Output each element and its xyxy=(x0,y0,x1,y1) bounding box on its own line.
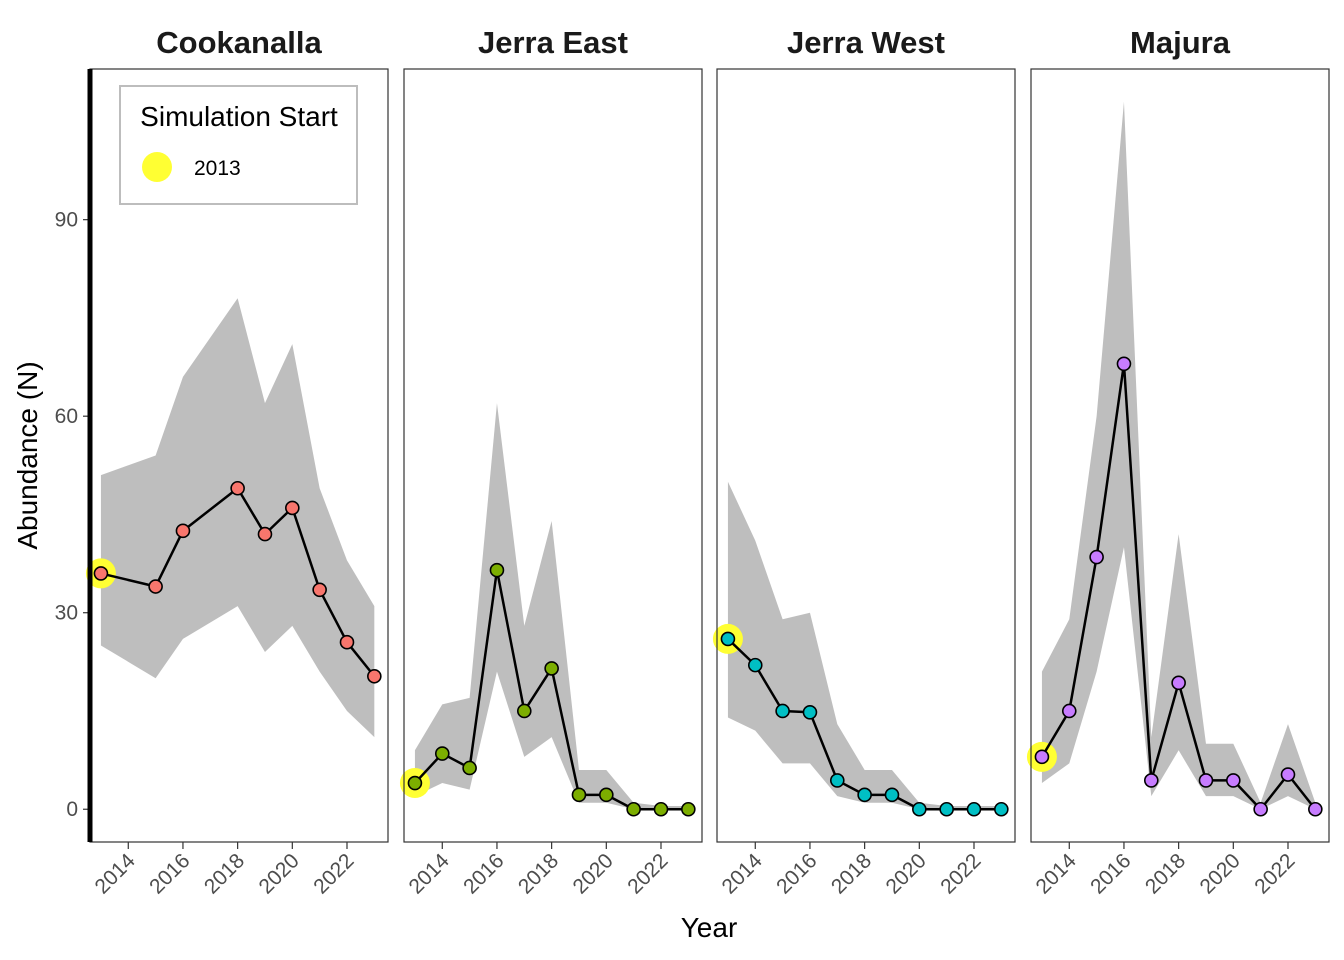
x-axis-title: Year xyxy=(681,912,738,943)
panel-title: Cookanalla xyxy=(156,25,322,60)
x-tick-label: 2014 xyxy=(91,849,141,899)
x-tick-label: 2022 xyxy=(309,849,358,898)
y-tick-label: 90 xyxy=(55,209,78,232)
y-tick-label: 0 xyxy=(66,798,78,821)
x-tick-label: 2018 xyxy=(514,849,563,898)
data-point xyxy=(544,661,559,676)
panel-border xyxy=(716,68,1016,843)
data-point xyxy=(1253,801,1268,817)
data-point xyxy=(1171,675,1186,691)
y-tick-label: 60 xyxy=(55,405,78,428)
uncertainty-band xyxy=(727,481,1002,810)
data-point xyxy=(775,703,790,719)
x-tick-label: 2020 xyxy=(255,849,304,898)
data-point xyxy=(939,801,954,817)
x-tick-label: 2018 xyxy=(1141,849,1190,898)
y-axis-title: Abundance (N) xyxy=(12,361,43,549)
panel-majura: Majura 2014 2016 2018 2020 2022 xyxy=(1026,25,1330,899)
x-tick-label: 2018 xyxy=(827,849,876,898)
data-point xyxy=(966,801,982,817)
data-point xyxy=(1143,773,1159,788)
data-point xyxy=(681,801,696,817)
data-point xyxy=(1308,801,1323,817)
x-tick-label: 2016 xyxy=(459,849,508,898)
data-point xyxy=(994,801,1009,817)
data-point xyxy=(884,787,900,803)
data-point xyxy=(367,668,382,684)
x-tick-label: 2022 xyxy=(623,849,672,898)
data-point xyxy=(1198,773,1214,788)
data-point xyxy=(626,801,641,817)
data-point xyxy=(175,523,191,539)
data-point xyxy=(1116,356,1132,372)
legend-box xyxy=(119,85,358,205)
x-tick-label: 2016 xyxy=(145,849,194,898)
x-tick-label: 2014 xyxy=(1032,849,1082,899)
panel-border xyxy=(403,68,703,843)
data-point xyxy=(1089,549,1104,565)
x-tick-label: 2022 xyxy=(936,849,985,898)
data-point xyxy=(720,631,736,647)
panel-border xyxy=(1030,68,1330,843)
data-point xyxy=(653,801,669,817)
panel-jerra-west: Jerra West 2014 2016 2018 2020 2022 xyxy=(712,25,1016,899)
legend-label: 2013 xyxy=(194,157,241,180)
data-point xyxy=(1280,767,1296,782)
legend-title: Simulation Start xyxy=(140,101,338,132)
panel-title: Majura xyxy=(1130,25,1231,60)
data-point xyxy=(148,579,163,594)
legend-key-marker xyxy=(142,152,172,182)
data-point xyxy=(93,566,109,581)
data-point xyxy=(257,526,273,542)
x-tick-label: 2014 xyxy=(718,849,768,899)
data-point xyxy=(516,703,532,719)
data-point xyxy=(285,500,300,516)
x-tick-label: 2016 xyxy=(772,849,821,898)
x-tick-label: 2020 xyxy=(569,849,618,898)
x-tick-label: 2022 xyxy=(1250,849,1299,898)
data-point xyxy=(339,634,355,650)
data-point xyxy=(434,746,450,761)
data-point xyxy=(829,773,845,788)
x-tick-label: 2014 xyxy=(405,849,455,899)
data-point xyxy=(462,760,477,776)
uncertainty-band xyxy=(414,403,689,810)
panel-title: Jerra East xyxy=(478,25,628,60)
x-tick-label: 2020 xyxy=(882,849,931,898)
data-point xyxy=(1034,749,1050,765)
data-point xyxy=(1226,773,1241,788)
panel-jerra-east: Jerra East 2014 2016 2018 2020 2022 xyxy=(399,25,703,899)
data-point xyxy=(489,562,505,578)
x-tick-label: 2020 xyxy=(1196,849,1245,898)
legend: Simulation Start 2013 xyxy=(119,85,358,205)
data-point xyxy=(230,480,245,496)
uncertainty-band xyxy=(1041,101,1316,810)
uncertainty-band xyxy=(100,298,375,738)
data-point xyxy=(802,704,818,720)
x-tick-label: 2016 xyxy=(1086,849,1135,898)
data-point xyxy=(407,775,423,791)
data-point xyxy=(912,801,927,817)
data-point xyxy=(571,787,587,803)
data-point xyxy=(599,787,614,803)
data-point xyxy=(747,657,763,673)
x-tick-label: 2018 xyxy=(200,849,249,898)
data-point xyxy=(857,787,872,803)
data-point xyxy=(312,582,327,598)
data-point xyxy=(1061,703,1077,719)
panel-title: Jerra West xyxy=(787,25,945,60)
y-tick-label: 30 xyxy=(55,602,78,625)
